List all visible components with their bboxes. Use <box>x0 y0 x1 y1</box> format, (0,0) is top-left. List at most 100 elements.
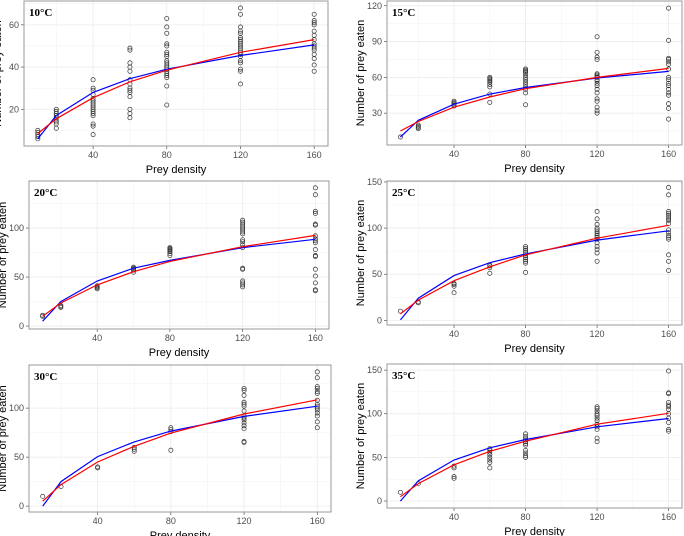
data-point <box>451 290 457 296</box>
data-point <box>594 80 600 86</box>
panel-title: 20°C <box>34 187 57 199</box>
data-point <box>523 442 529 448</box>
data-point <box>53 108 59 114</box>
data-point <box>666 402 672 408</box>
data-point <box>666 399 672 405</box>
data-point <box>666 252 672 258</box>
fit-line-blue <box>42 238 316 322</box>
data-point <box>523 257 529 262</box>
data-point <box>397 134 403 140</box>
data-point <box>415 122 421 128</box>
x-axis-label: Prey density <box>150 530 211 536</box>
y-tick-label: 120 <box>367 1 382 11</box>
data-point <box>523 74 529 80</box>
data-point <box>241 408 247 414</box>
y-axis-label: Number of prey eaten <box>355 200 367 306</box>
data-point <box>666 209 672 214</box>
x-axis-label: Prey density <box>504 343 565 355</box>
data-point <box>487 82 493 87</box>
data-point <box>666 192 672 198</box>
data-point <box>666 212 672 218</box>
data-point <box>168 427 174 433</box>
data-point <box>241 399 247 405</box>
data-point <box>594 406 600 411</box>
data-point <box>666 210 672 216</box>
data-point <box>594 71 600 77</box>
data-point <box>164 51 170 57</box>
data-point <box>238 66 243 72</box>
data-point <box>666 218 672 224</box>
data-point <box>594 225 600 231</box>
data-point <box>523 82 529 87</box>
data-point <box>127 60 133 66</box>
data-point <box>487 457 493 463</box>
data-point <box>594 110 600 116</box>
x-tick-label: 40 <box>93 516 103 526</box>
data-point <box>594 240 600 246</box>
data-point <box>127 87 133 93</box>
data-point <box>523 102 529 108</box>
data-point <box>451 283 457 289</box>
data-point <box>666 59 672 65</box>
data-point <box>311 68 317 74</box>
data-point <box>666 236 672 242</box>
data-point <box>241 438 247 444</box>
data-point <box>523 77 529 83</box>
panel-3: 40 80 120 160 0 50 100 150 25°C Prey density Numbe… <box>355 177 683 355</box>
y-tick-label: 60 <box>9 20 19 30</box>
data-point <box>523 447 529 453</box>
y-tick-label: 30 <box>372 108 382 118</box>
y-tick-label: 50 <box>14 272 24 282</box>
y-axis-label: Number of prey eaten <box>355 20 367 126</box>
plot-background <box>387 364 682 508</box>
data-point <box>312 280 318 286</box>
y-tick-label: 150 <box>367 365 382 375</box>
data-point <box>312 238 318 244</box>
data-point <box>90 132 96 138</box>
x-tick-label: 160 <box>661 512 676 522</box>
fit-line-red <box>400 67 669 132</box>
data-point <box>238 37 243 43</box>
plot-border <box>386 0 683 146</box>
data-point <box>240 280 246 286</box>
data-point <box>523 72 529 78</box>
data-point <box>594 418 600 424</box>
data-point <box>594 104 600 110</box>
data-point <box>666 230 672 236</box>
data-point <box>594 57 600 62</box>
data-point <box>523 244 529 249</box>
data-point <box>127 106 133 112</box>
data-point <box>523 79 529 85</box>
data-point <box>164 43 170 49</box>
data-point <box>311 43 317 49</box>
data-point <box>487 460 493 466</box>
fit-line-red <box>42 234 316 317</box>
data-point <box>238 30 243 36</box>
data-point <box>314 369 320 375</box>
data-point <box>666 234 672 240</box>
data-point <box>666 185 672 190</box>
x-tick-label: 120 <box>590 329 605 339</box>
data-point <box>594 221 600 227</box>
data-point <box>666 74 672 80</box>
x-tick-label: 160 <box>307 150 322 160</box>
data-point <box>523 431 529 437</box>
fit-line-blue <box>37 44 315 140</box>
data-point <box>241 386 247 391</box>
data-point <box>311 18 317 24</box>
plot-border <box>28 180 330 330</box>
data-point <box>666 116 672 122</box>
data-point <box>168 447 174 453</box>
data-point <box>164 83 170 89</box>
x-axis-label: Prey density <box>149 347 210 359</box>
data-point <box>314 413 320 419</box>
x-tick-label: 120 <box>590 149 605 159</box>
plot-border <box>386 180 683 326</box>
data-point <box>131 446 137 452</box>
data-point <box>90 123 96 129</box>
data-point <box>523 433 529 439</box>
data-point <box>164 41 170 47</box>
x-tick-label: 40 <box>449 512 459 522</box>
fit-line-red <box>400 412 669 498</box>
